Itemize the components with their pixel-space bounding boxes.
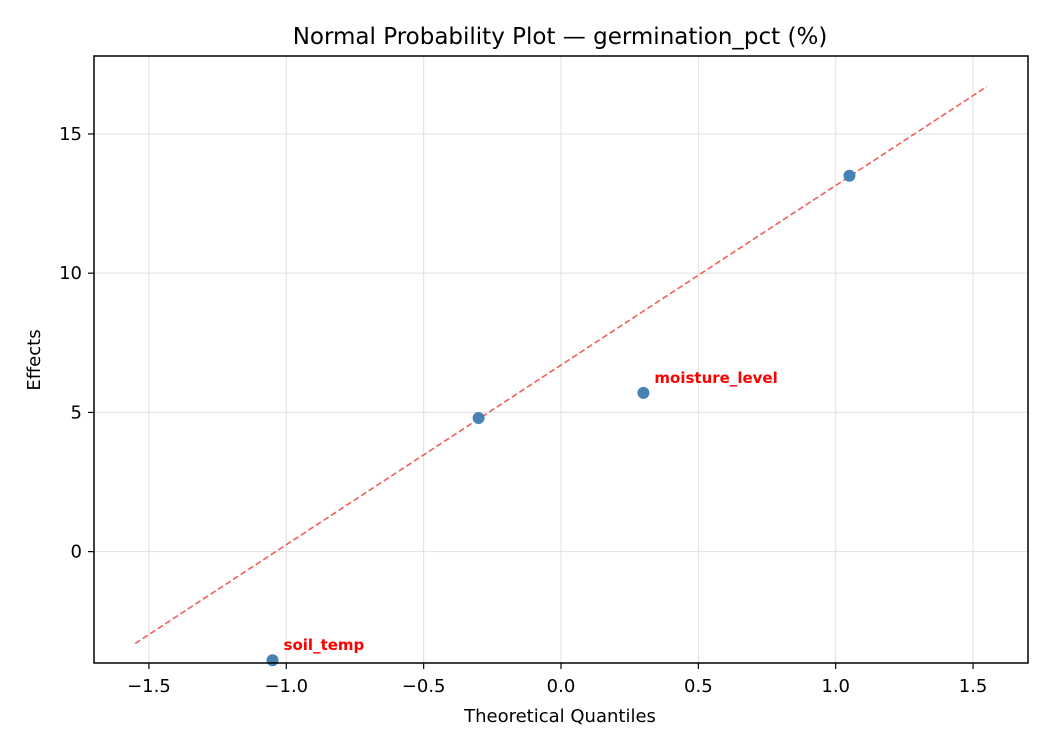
x-tick-label: 1.5: [959, 676, 988, 697]
data-point: [472, 411, 485, 424]
point-annotation: moisture_level: [654, 369, 777, 387]
point-annotations: soil_temp moisture_level: [284, 369, 778, 654]
x-tick-label: −0.5: [402, 676, 446, 697]
x-tick-label: 0.5: [684, 676, 713, 697]
y-tick-label: 10: [59, 263, 82, 284]
x-tick-label: 0.0: [547, 676, 576, 697]
chart-title: Normal Probability Plot — germination_pc…: [293, 24, 828, 50]
x-axis-ticks: −1.5 −1.0 −0.5 0.0 0.5 1.0 1.5: [127, 663, 987, 697]
x-tick-label: −1.5: [127, 676, 171, 697]
x-tick-label: −1.0: [264, 676, 308, 697]
x-axis-label: Theoretical Quantiles: [463, 706, 656, 727]
data-point: [266, 654, 279, 667]
y-tick-label: 0: [71, 542, 82, 563]
data-point: [843, 169, 856, 182]
y-axis-ticks: 0 5 10 15: [59, 124, 94, 563]
y-tick-label: 15: [59, 124, 82, 145]
grid: [94, 56, 1028, 663]
x-tick-label: 1.0: [821, 676, 850, 697]
data-point: [637, 386, 650, 399]
point-annotation: soil_temp: [284, 636, 365, 654]
y-tick-label: 5: [71, 402, 82, 423]
y-axis-label: Effects: [24, 329, 45, 390]
